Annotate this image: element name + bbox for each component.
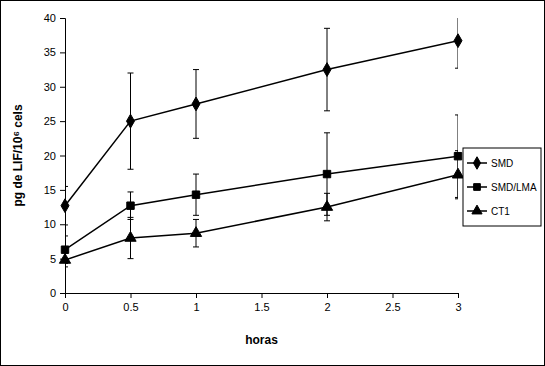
series-line: [65, 41, 458, 206]
tick-mark: [262, 293, 263, 298]
data-point: [323, 170, 330, 177]
tick: 10: [44, 218, 65, 230]
x-axis-line: [66, 294, 459, 299]
tick: 0.5: [123, 293, 138, 313]
data-point: [321, 201, 332, 211]
legend-marker: [474, 184, 481, 191]
x-axis: 0 0.5 1 1.5 2 2.5 3: [62, 293, 461, 313]
tick-mark: [60, 52, 65, 53]
tick-label: 5: [50, 253, 56, 265]
data-point: [127, 202, 134, 209]
data-point: [125, 231, 136, 241]
series-group: [65, 18, 458, 267]
x-axis-title: horas: [245, 333, 278, 347]
legend-label: SMD/LMA: [491, 182, 537, 193]
tick-label: 20: [44, 150, 56, 162]
tick-mark: [60, 87, 65, 88]
tick-mark: [327, 293, 328, 298]
data-point: [192, 97, 200, 111]
tick-label: 15: [44, 184, 56, 196]
series-line: [65, 175, 458, 260]
tick-label: 0.5: [123, 301, 138, 313]
legend-label: CT1: [491, 206, 510, 217]
tick-mark: [393, 293, 394, 298]
legend-label: SMD: [491, 158, 513, 169]
tick: 2.5: [385, 293, 400, 313]
tick-mark: [60, 293, 65, 294]
tick: 0: [62, 293, 68, 313]
tick-mark: [60, 18, 65, 19]
data-point: [454, 34, 462, 48]
error-bar: [193, 70, 199, 139]
tick: 30: [44, 81, 65, 93]
tick-label: 25: [44, 115, 56, 127]
data-point: [192, 191, 199, 198]
tick-label: 2.5: [385, 301, 400, 313]
tick-mark: [60, 190, 65, 191]
series-line: [65, 156, 458, 250]
legend-marker: [472, 205, 482, 214]
legend-box: [463, 148, 541, 226]
data-point: [127, 114, 135, 128]
tick: 40: [44, 12, 65, 24]
error-bar: [324, 28, 330, 111]
legend-marker: [473, 157, 480, 169]
tick-label: 0: [62, 301, 68, 313]
tick-label: 2: [324, 301, 330, 313]
tick: 20: [44, 150, 65, 162]
tick: 25: [44, 115, 65, 127]
error-bar: [128, 73, 134, 169]
y-axis: 0 5 10 15 20 25 30 35 40: [44, 12, 66, 299]
tick: 1.5: [254, 293, 269, 313]
tick-mark: [60, 121, 65, 122]
error-bar: [193, 174, 199, 215]
tick: 35: [44, 46, 65, 58]
data-point: [61, 246, 68, 253]
error-bar: [455, 18, 458, 68]
tick-label: 30: [44, 81, 56, 93]
error-bar: [65, 186, 68, 225]
plot-area: 00.511.522.530510152025303540: [44, 12, 464, 313]
chart: 00.511.522.530510152025303540horaspg de …: [0, 0, 545, 366]
tick: 3: [455, 293, 461, 313]
tick: 2: [324, 293, 330, 313]
tick-label: 1.5: [254, 301, 269, 313]
tick: 1: [193, 293, 199, 313]
legend: SMD SMD/LMA CT1: [463, 148, 541, 226]
error-bar: [128, 192, 134, 220]
tick-label: 0: [50, 287, 56, 299]
data-point: [59, 253, 70, 263]
tick-mark: [131, 293, 132, 298]
tick-label: 35: [44, 46, 56, 58]
tick-mark: [60, 156, 65, 157]
tick: 0: [50, 287, 65, 299]
tick: 15: [44, 184, 65, 196]
tick-label: 40: [44, 12, 56, 24]
chart-border: [1, 1, 545, 366]
tick-mark: [458, 293, 459, 298]
y-axis-title: pg de LIF/10⁶ cels: [11, 104, 25, 207]
data-point: [323, 63, 331, 77]
tick-mark: [60, 224, 65, 225]
data-point: [454, 152, 461, 159]
data-point: [190, 227, 201, 237]
tick-mark: [196, 293, 197, 298]
tick-label: 1: [193, 301, 199, 313]
marker-group: [59, 34, 463, 263]
tick-label: 10: [44, 218, 56, 230]
data-point: [452, 168, 463, 178]
tick-label: 3: [455, 301, 461, 313]
data-point: [61, 199, 69, 213]
